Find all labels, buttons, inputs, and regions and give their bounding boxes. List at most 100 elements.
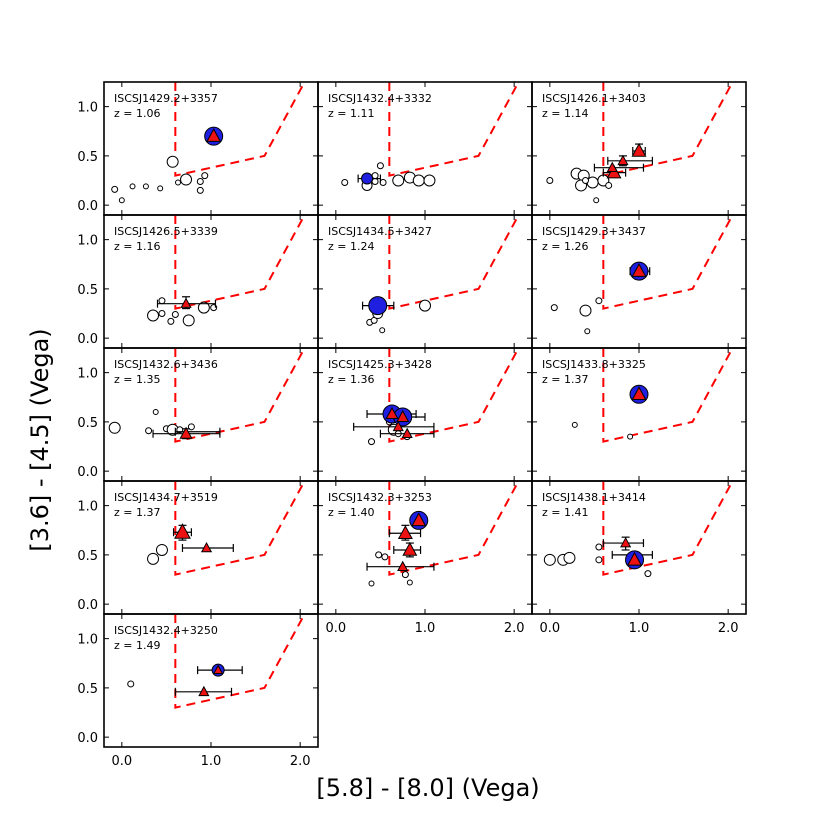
- open-circle-point: [155, 543, 168, 556]
- redshift-label: z = 1.49: [114, 639, 160, 652]
- panel: ISCSJ1433.8+3325 z = 1.37: [531, 347, 747, 482]
- open-circle-point: [197, 301, 210, 314]
- open-circle-point: [111, 185, 119, 193]
- open-circle-point: [401, 571, 409, 579]
- y-tick-label: 0.5: [77, 416, 98, 431]
- open-circle-point: [381, 553, 389, 561]
- panels-layer: 0.0 0.5 1.0 ISCSJ1429.2+3357 z = 1.06 ISCSJ14…: [77, 81, 747, 769]
- panel: ISCSJ1434.5+3427 z = 1.24: [317, 214, 533, 349]
- panel: 0.0 0.5 1.0 ISCSJ1432.6+3436 z = 1.35: [77, 347, 319, 482]
- panel: ISCSJ1425.3+3428 z = 1.36: [317, 347, 533, 482]
- red-triangle-point: [206, 128, 222, 142]
- panel: 0.0 0.5 1.0 0.0 1.0 2.0 ISCSJ1432.4+3250 z = 1.…: [77, 613, 319, 769]
- panel-plot-area: [108, 348, 306, 443]
- open-circle-point: [550, 304, 558, 312]
- red-triangle-point: [631, 263, 647, 277]
- y-tick-label: 1.0: [77, 633, 98, 648]
- red-triangle-point: [617, 154, 629, 166]
- panel-plot-area: [111, 82, 306, 204]
- open-circle-point: [196, 178, 204, 186]
- red-triangle-point: [411, 512, 427, 527]
- selection-wedge-line: [602, 215, 734, 310]
- red-triangle-point: [620, 537, 632, 548]
- panel-plot-area: [353, 348, 520, 446]
- cluster-name-label: ISCSJ1432.3+3253: [328, 491, 432, 504]
- red-triangle-point: [402, 541, 418, 556]
- open-circle-point: [595, 556, 603, 564]
- open-circle-point: [158, 297, 166, 305]
- open-circle-point: [341, 178, 349, 186]
- y-axis-title: [3.6] - [4.5] (Vega): [26, 328, 54, 551]
- selection-wedge-line: [602, 348, 734, 443]
- y-tick-label: 0.0: [77, 332, 98, 347]
- open-circle-point: [201, 172, 209, 180]
- open-circle-point: [605, 181, 613, 189]
- open-circle-point: [129, 183, 136, 190]
- redshift-label: z = 1.35: [114, 373, 160, 386]
- x-tick-label: 2.0: [504, 621, 525, 636]
- panel-plot-area: [127, 614, 306, 709]
- x-axis-title: [5.8] - [8.0] (Vega): [316, 774, 539, 802]
- open-circle-point: [379, 327, 386, 334]
- panel: 0.0 0.5 1.0 ISCSJ1434.7+3519 z = 1.37: [77, 480, 319, 615]
- open-circle-point: [627, 433, 634, 440]
- cluster-name-label: ISCSJ1426.5+3339: [114, 225, 218, 238]
- cluster-name-label: ISCSJ1434.7+3519: [114, 491, 218, 504]
- open-circle-point: [142, 183, 149, 190]
- selection-wedge-line: [602, 82, 734, 177]
- x-tick-label: 0.0: [325, 621, 346, 636]
- open-circle-point: [166, 155, 179, 168]
- open-circle-point: [157, 185, 164, 192]
- red-triangle-point: [213, 664, 224, 675]
- open-circle-point: [423, 174, 436, 187]
- cluster-name-label: ISCSJ1426.1+3403: [542, 92, 646, 105]
- open-circle-point: [584, 328, 591, 335]
- cluster-name-label: ISCSJ1429.2+3357: [114, 92, 218, 105]
- open-circle-point: [108, 421, 121, 434]
- open-circle-point: [406, 579, 413, 586]
- red-triangle-point: [631, 142, 647, 157]
- redshift-label: z = 1.11: [328, 107, 374, 120]
- open-circle-point: [182, 314, 195, 327]
- cluster-name-label: ISCSJ1425.3+3428: [328, 358, 432, 371]
- y-tick-label: 0.0: [77, 731, 98, 746]
- selection-wedge-line: [388, 215, 520, 310]
- red-triangle-point: [627, 551, 643, 566]
- blue-circle-point: [361, 172, 374, 185]
- open-circle-point: [147, 552, 160, 565]
- open-circle-point: [368, 580, 375, 587]
- panel: 0.0 0.5 1.0 ISCSJ1426.5+3339 z = 1.16: [77, 214, 319, 349]
- open-circle-point: [586, 176, 599, 189]
- panel-plot-area: [147, 481, 306, 576]
- open-circle-point: [392, 174, 405, 187]
- x-tick-label: 1.0: [201, 754, 222, 769]
- y-tick-label: 0.5: [77, 549, 98, 564]
- panel: ISCSJ1426.1+3403 z = 1.14: [531, 81, 747, 216]
- panel-plot-area: [546, 82, 734, 204]
- blue-circle-point: [368, 296, 388, 316]
- panel-plot-area: [341, 82, 520, 191]
- redshift-label: z = 1.37: [114, 506, 160, 519]
- red-triangle-point: [200, 541, 213, 553]
- y-tick-label: 1.0: [77, 101, 98, 116]
- open-circle-point: [196, 186, 204, 194]
- redshift-label: z = 1.06: [114, 107, 160, 120]
- y-tick-label: 0.5: [77, 150, 98, 165]
- redshift-label: z = 1.24: [328, 240, 374, 253]
- y-tick-label: 1.0: [77, 500, 98, 515]
- cluster-name-label: ISCSJ1433.8+3325: [542, 358, 646, 371]
- open-circle-point: [152, 409, 159, 416]
- open-circle-point: [595, 297, 603, 305]
- redshift-label: z = 1.14: [542, 107, 588, 120]
- y-tick-label: 0.0: [77, 465, 98, 480]
- cluster-name-label: ISCSJ1429.3+3437: [542, 225, 646, 238]
- open-circle-point: [145, 427, 153, 435]
- red-triangle-point: [401, 427, 413, 438]
- open-circle-point: [118, 197, 125, 204]
- panel: ISCSJ1432.4+3332 z = 1.11: [317, 81, 533, 216]
- panel-plot-area: [543, 481, 734, 578]
- red-triangle-point: [179, 426, 193, 439]
- open-circle-point: [582, 177, 589, 185]
- cluster-name-label: ISCSJ1432.4+3250: [114, 624, 218, 637]
- open-circle-point: [563, 551, 576, 564]
